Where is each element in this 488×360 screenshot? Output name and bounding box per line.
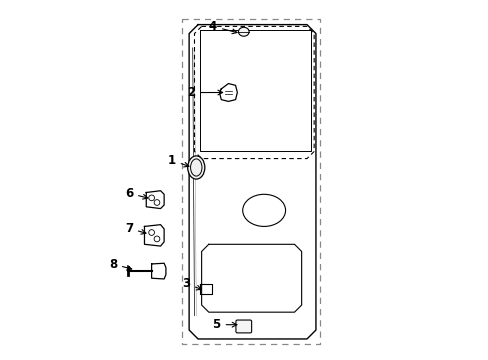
Text: 1: 1 — [167, 154, 188, 167]
Ellipse shape — [238, 27, 248, 36]
Text: 2: 2 — [187, 86, 222, 99]
Text: 8: 8 — [108, 257, 131, 270]
FancyBboxPatch shape — [235, 320, 251, 333]
Text: 7: 7 — [124, 222, 146, 235]
Text: 6: 6 — [124, 187, 147, 200]
Text: 4: 4 — [208, 20, 237, 34]
Text: 5: 5 — [212, 318, 236, 331]
Ellipse shape — [187, 156, 204, 179]
Text: 3: 3 — [182, 277, 201, 290]
